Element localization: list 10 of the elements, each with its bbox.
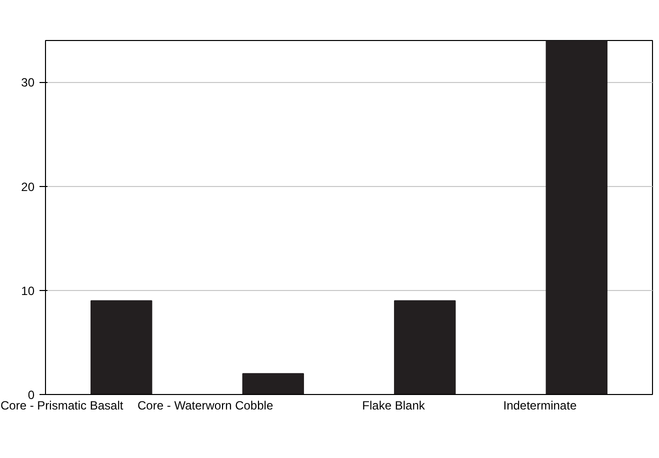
x-tick-label: Flake Blank [362,398,426,412]
bar [242,373,304,394]
y-tick-label: 20 [21,180,35,194]
x-tick-label: Core - Waterworn Cobble [138,398,274,412]
y-tick-label: 30 [21,76,35,90]
bar [394,300,456,394]
bar [90,300,152,394]
x-tick-label: Indeterminate [503,398,577,412]
bar [546,40,608,394]
y-tick-label: 10 [21,284,35,298]
